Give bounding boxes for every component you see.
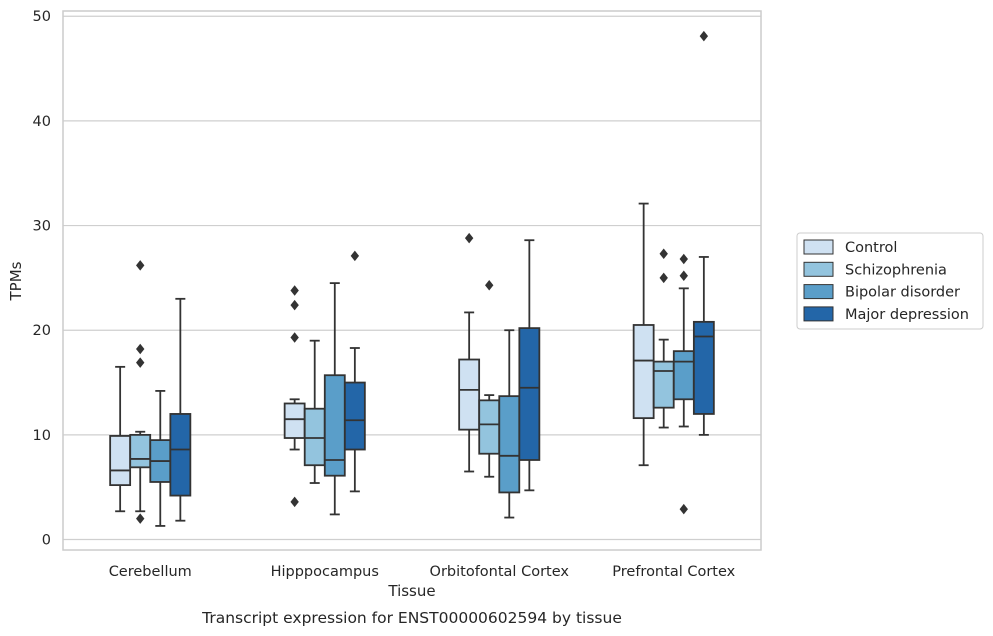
box-iqr bbox=[672, 350, 695, 401]
outlier-point bbox=[136, 343, 145, 355]
x-tick-label: Orbitofontal Cortex bbox=[430, 564, 570, 580]
outlier-point bbox=[464, 232, 474, 244]
box-2-0 bbox=[149, 390, 172, 527]
x-axis-label: Tissue bbox=[387, 582, 435, 600]
outlier-point bbox=[659, 248, 668, 260]
box-3-0 bbox=[169, 297, 192, 522]
box-3-3 bbox=[692, 30, 715, 436]
box-iqr bbox=[303, 407, 326, 467]
y-axis-label: TPMs bbox=[7, 261, 25, 301]
box-0-1 bbox=[283, 285, 306, 508]
outlier-point bbox=[659, 272, 668, 284]
y-tick-label: 30 bbox=[33, 219, 51, 235]
y-tick-label: 10 bbox=[33, 428, 51, 444]
y-tick-label: 0 bbox=[42, 533, 51, 549]
box-3-1 bbox=[343, 250, 366, 493]
outlier-point bbox=[679, 253, 688, 265]
box-iqr bbox=[109, 435, 132, 487]
outlier-point bbox=[290, 332, 299, 343]
box-0-2 bbox=[458, 232, 481, 473]
box-iqr bbox=[458, 358, 481, 431]
legend-swatch bbox=[803, 306, 834, 322]
box-0-0 bbox=[109, 365, 132, 513]
legend-frame bbox=[796, 232, 984, 330]
outlier-point bbox=[485, 279, 494, 291]
legend-label: Bipolar disorder bbox=[845, 285, 960, 301]
box-3-2 bbox=[518, 239, 541, 492]
box-iqr bbox=[498, 395, 521, 494]
chart-caption: Transcript expression for ENST0000060259… bbox=[201, 609, 622, 627]
x-tick-label: Cerebellum bbox=[109, 564, 192, 580]
legend: Control Schizophrenia Bipolar disorder Majo… bbox=[796, 232, 984, 330]
x-tick-label: Prefrontal Cortex bbox=[612, 564, 735, 580]
outlier-point bbox=[290, 496, 299, 508]
legend-swatch bbox=[803, 284, 834, 300]
outlier-point bbox=[699, 30, 709, 42]
box-iqr bbox=[518, 327, 541, 461]
y-tick-labels: 0 10 20 30 40 50 bbox=[33, 9, 51, 548]
x-tick-label: Hipppocampus bbox=[271, 564, 379, 580]
outlier-point bbox=[679, 270, 688, 282]
legend-label: Schizophrenia bbox=[845, 262, 947, 278]
box-iqr bbox=[283, 402, 306, 439]
legend-entries: Control Schizophrenia Bipolar disorder Majo… bbox=[803, 239, 969, 323]
box-iqr bbox=[478, 399, 501, 455]
outlier-point bbox=[136, 260, 145, 271]
box-iqr bbox=[343, 381, 366, 451]
outlier-point bbox=[136, 357, 145, 368]
x-tick-labels: Cerebellum Hipppocampus Orbitofontal Corte… bbox=[109, 564, 736, 580]
box-2-2 bbox=[498, 329, 521, 519]
box-iqr bbox=[169, 413, 192, 497]
box-iqr bbox=[632, 324, 655, 420]
boxes bbox=[109, 30, 715, 527]
box-1-3 bbox=[652, 248, 675, 429]
legend-swatch bbox=[803, 239, 834, 255]
box-iqr bbox=[652, 360, 675, 409]
y-tick-label: 50 bbox=[33, 9, 51, 25]
legend-swatch bbox=[803, 261, 834, 277]
outlier-point bbox=[290, 285, 299, 296]
box-1-2 bbox=[478, 279, 501, 478]
y-tick-label: 20 bbox=[33, 323, 51, 339]
box-iqr bbox=[129, 433, 152, 469]
outlier-point bbox=[290, 299, 299, 311]
legend-label: Major depression bbox=[845, 307, 969, 323]
box-iqr bbox=[692, 320, 715, 415]
outlier-point bbox=[350, 250, 360, 262]
plot-frame bbox=[62, 10, 762, 551]
outlier-point bbox=[136, 513, 145, 524]
y-tick-label: 40 bbox=[33, 114, 51, 130]
legend-label: Control bbox=[845, 240, 897, 256]
outlier-point bbox=[679, 503, 688, 515]
